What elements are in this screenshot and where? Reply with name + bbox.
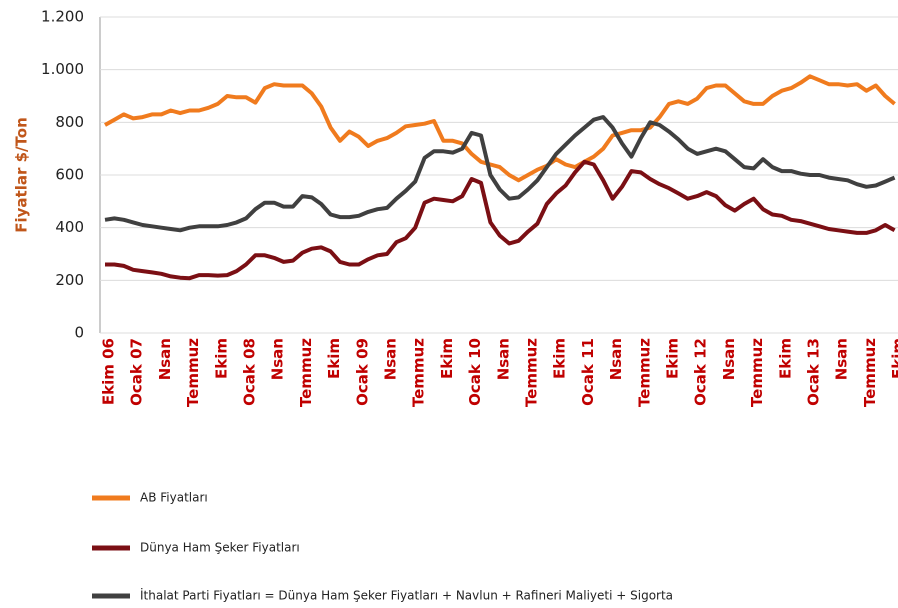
legend-label: AB Fiyatları: [140, 491, 208, 505]
x-tick-label: Temmuz: [635, 338, 653, 407]
x-tick-label: Nsan: [269, 338, 287, 380]
y-tick-label: 600: [55, 166, 84, 184]
legend-label: İthalat Parti Fiyatları = Dünya Ham Şeke…: [140, 588, 673, 603]
x-tick-label: Ocak 11: [579, 338, 597, 406]
x-tick-label: Ocak 09: [353, 338, 371, 406]
y-tick-label: 0: [74, 324, 84, 342]
x-tick-label: Ekim: [438, 338, 456, 379]
x-tick-label: Temmuz: [748, 338, 766, 407]
x-tick-label: Nsan: [833, 338, 851, 380]
x-tick-label: Ocak 08: [241, 338, 259, 406]
x-tick-label: Ocak 12: [692, 338, 710, 406]
series-line: [105, 159, 896, 281]
x-tick-label: Ekim: [776, 338, 794, 379]
x-tick-label: Nsan: [494, 338, 512, 380]
y-tick-label: 200: [55, 271, 84, 289]
x-tick-label: Temmuz: [861, 338, 879, 407]
x-tick-label: Nsan: [720, 338, 738, 380]
x-tick-label: Ekim: [212, 338, 230, 379]
y-tick-label: 800: [55, 113, 84, 131]
y-tick-label: 1.000: [41, 60, 84, 78]
x-tick-label: Nsan: [156, 338, 174, 380]
series-line: [104, 115, 896, 233]
x-tick-label: Ekim: [551, 338, 569, 379]
x-tick-label: Temmuz: [523, 338, 541, 407]
x-tick-label: Ekim: [889, 338, 898, 379]
y-tick-label: 1.200: [41, 8, 84, 26]
legend-label: Dünya Ham Şeker Fiyatları: [140, 541, 300, 555]
x-tick-label: Nsan: [607, 338, 625, 380]
x-tick-label: Temmuz: [410, 338, 428, 407]
x-tick-label: Ocak 07: [128, 338, 146, 406]
x-tick-label: Nsan: [382, 338, 400, 380]
x-tick-label: Ekim 06: [100, 338, 118, 405]
x-tick-label: Ekim: [664, 338, 682, 379]
y-tick-label: 400: [55, 218, 84, 236]
x-tick-label: Temmuz: [297, 338, 315, 407]
y-axis-label: Fiyatlar $/Ton: [13, 117, 31, 232]
x-tick-label: Temmuz: [184, 338, 202, 407]
x-tick-label: Ekim: [325, 338, 343, 379]
series-line: [104, 74, 896, 183]
x-tick-label: Ocak 10: [466, 338, 484, 406]
x-tick-label: Ocak 13: [805, 338, 823, 406]
